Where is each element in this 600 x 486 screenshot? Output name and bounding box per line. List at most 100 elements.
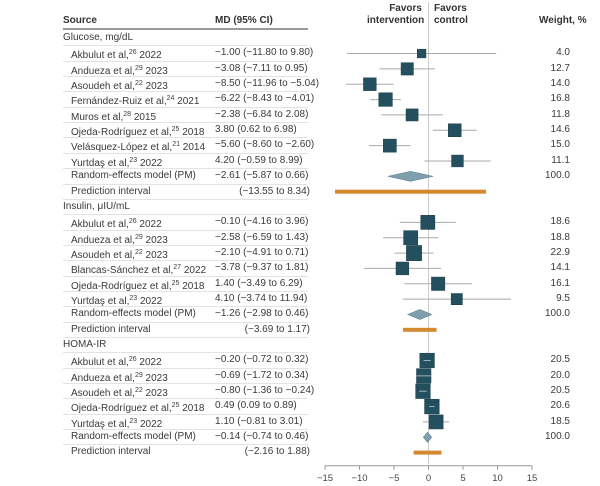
weight-value: 20.5 — [550, 385, 570, 397]
weight-value: 100.0 — [544, 170, 570, 182]
study-label: Fernández-Ruiz et al,24 2021 — [71, 93, 199, 108]
group-header: Insulin, μIU/mL — [63, 200, 130, 212]
study-year: 2015 — [131, 111, 157, 123]
study-label: Velásquez-López et al,21 2014 — [71, 139, 205, 154]
study-author: Andueza et al, — [71, 234, 135, 246]
study-md-ci: −0.20 (−0.72 to 0.32) — [215, 354, 309, 366]
study-year: 2022 — [136, 357, 162, 369]
prediction-bar — [403, 327, 437, 332]
study-md-ci: −2.38 (−6.84 to 2.08) — [215, 108, 309, 120]
prediction-interval-value: (−2.16 to 1.88) — [244, 446, 310, 458]
row-divider — [63, 214, 308, 216]
study-label: Akbulut et al,26 2022 — [71, 47, 162, 62]
favors-intervention-line2: intervention — [367, 15, 425, 26]
study-year: 2023 — [142, 234, 168, 246]
group-header: HOMA-IR — [63, 339, 107, 350]
row-divider — [63, 244, 308, 246]
study-point — [405, 108, 419, 122]
study-author: Asoudeh et al, — [71, 388, 135, 400]
study-md-ci: −0.10 (−4.16 to 3.96) — [215, 216, 309, 228]
x-tick-label: 10 — [492, 473, 503, 484]
header-weight: Weight, % — [539, 15, 587, 26]
row-divider — [63, 321, 308, 323]
study-author: Fernández-Ruiz et al, — [71, 96, 167, 108]
study-point — [450, 293, 463, 305]
weight-value: 16.1 — [550, 277, 570, 289]
study-label: Asoudeh et al,22 2023 — [71, 247, 168, 262]
prediction-interval-value: (−3.69 to 1.17) — [244, 323, 310, 335]
study-year: 2021 — [174, 96, 200, 108]
study-year: 2023 — [142, 81, 168, 93]
study-year: 2023 — [142, 372, 168, 384]
row-divider — [63, 76, 308, 78]
study-author: Ojeda-Rodríguez et al, — [71, 280, 172, 292]
study-author: Akbulut et al, — [71, 219, 129, 231]
study-year: 2022 — [137, 295, 163, 307]
study-md-ci: −8.50 (−11.96 to −5.04) — [215, 78, 320, 90]
x-tick-label: −15 — [317, 473, 333, 484]
row-divider — [63, 45, 308, 47]
study-md-ci: −5.60 (−8.60 to −2.60) — [215, 139, 315, 151]
study-point — [383, 138, 397, 153]
study-label: Yurtdaş et al,23 2022 — [71, 293, 162, 308]
pooled-label: Random-effects model (PM) — [71, 308, 196, 320]
study-reference: 24 — [166, 95, 175, 103]
row-divider — [63, 444, 308, 446]
study-label: Andueza et al,29 2023 — [71, 370, 168, 385]
row-divider — [63, 106, 308, 108]
weight-value: 20.0 — [550, 369, 570, 381]
study-md-ci: −6.22 (−8.43 to −4.01) — [215, 93, 315, 105]
study-label: Andueza et al,29 2023 — [71, 232, 168, 247]
row-divider — [63, 183, 308, 185]
weight-value: 14.6 — [550, 124, 570, 136]
study-md-ci: −3.78 (−9.37 to 1.81) — [215, 262, 309, 274]
prediction-label: Prediction interval — [71, 446, 151, 458]
row-divider — [63, 60, 308, 62]
prediction-label: Prediction interval — [71, 185, 151, 197]
pooled-label: Random-effects model (PM) — [71, 170, 196, 182]
pooled-diamond — [407, 309, 433, 320]
study-point — [363, 77, 377, 91]
study-reference: 29 — [134, 64, 143, 72]
study-md-ci: 4.10 (−3.74 to 11.94) — [215, 292, 308, 304]
study-point — [431, 276, 446, 291]
prediction-label: Prediction interval — [71, 323, 151, 335]
study-year: 2022 — [136, 50, 162, 62]
favors-control-line2: control — [434, 15, 468, 26]
favors-control-line1: Favors — [434, 3, 467, 14]
study-point — [403, 230, 419, 246]
study-reference: 23 — [129, 417, 138, 425]
row-divider — [63, 260, 308, 262]
row-divider — [63, 168, 308, 170]
row-divider — [63, 137, 308, 139]
row-divider — [63, 229, 308, 231]
study-author: Akbulut et al, — [71, 357, 129, 369]
study-author: Velásquez-López et al, — [71, 142, 173, 154]
x-tick-label: 5 — [460, 473, 465, 484]
study-md-ci: −1.00 (−11.80 to 9.80) — [215, 47, 314, 59]
prediction-bar — [413, 450, 442, 455]
x-tick-label: 15 — [527, 473, 538, 484]
pooled-md-ci: −0.14 (−0.74 to 0.46) — [215, 431, 309, 443]
study-md-ci: 0.49 (0.09 to 0.89) — [215, 400, 297, 412]
study-label: Blancas-Sánchez et al,27 2022 — [71, 262, 206, 277]
study-label: Asoudeh et al,22 2023 — [71, 78, 168, 93]
x-tick-label: −5 — [389, 473, 400, 484]
study-reference: 26 — [128, 49, 137, 57]
study-year: 2022 — [136, 219, 162, 231]
row-divider — [63, 367, 308, 369]
header-favors-intervention: Favors intervention — [367, 3, 425, 27]
weight-value: 16.8 — [550, 93, 570, 105]
study-reference: 25 — [171, 279, 180, 287]
weight-value: 14.1 — [550, 262, 570, 274]
study-point — [395, 261, 410, 276]
study-author: Yurtdaş et al, — [71, 295, 130, 307]
header-md-ci: MD (95% CI) — [215, 15, 273, 26]
study-author: Asoudeh et al, — [71, 249, 135, 261]
study-md-ci: −2.58 (−6.59 to 1.43) — [215, 231, 309, 243]
study-year: 2022 — [137, 418, 163, 430]
study-md-ci: −0.80 (−1.36 to −0.24) — [215, 385, 315, 397]
weight-value: 18.8 — [550, 231, 570, 243]
